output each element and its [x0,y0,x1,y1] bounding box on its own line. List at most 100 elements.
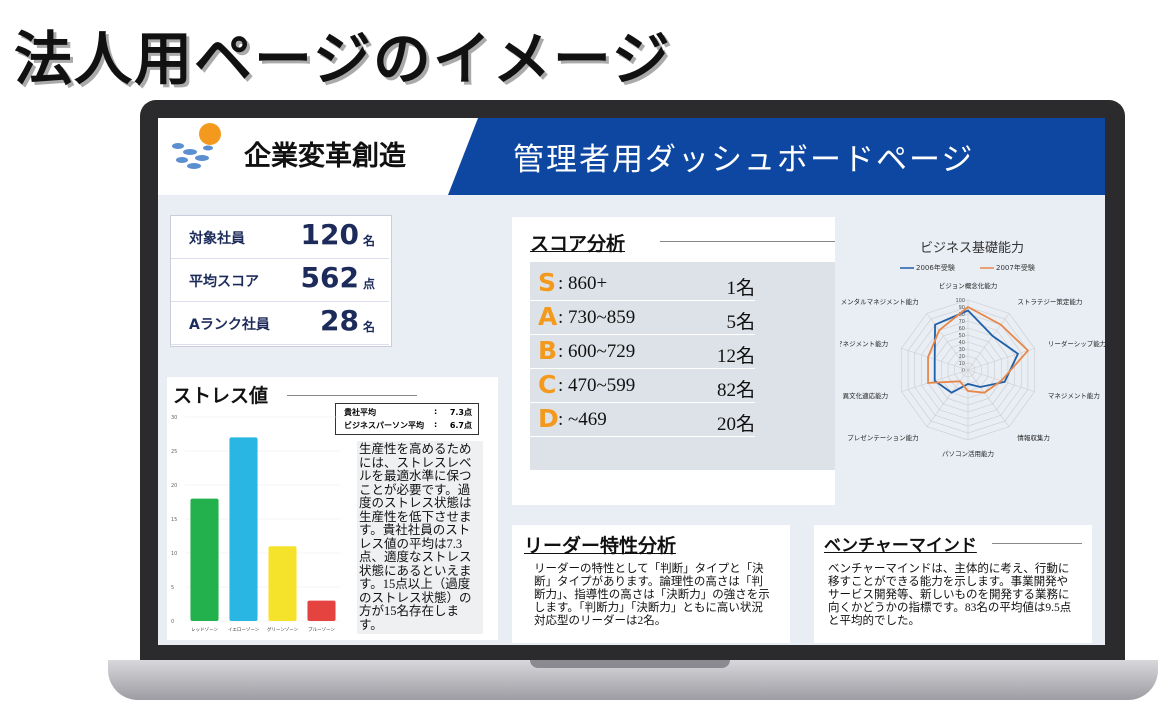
summary-unit: 名 [362,320,375,334]
score-grade: A [538,302,558,331]
summary-value: 120 [300,218,359,251]
axis-label: ビジョン概念化能力 [939,281,998,290]
score-count: 20名 [716,414,755,435]
score-range: : 860+ [558,273,608,294]
axis-label: プレゼンテーション能力 [847,433,918,442]
summary-label: Aランク社員 [189,317,270,333]
summary-label: 平均スコア [189,274,259,290]
score-range: : ~469 [558,409,607,430]
radar-chart: ビジネス基礎能力 2006年受験 2007年受験 010203040506070809… [817,241,1105,458]
score-row: B: 600~729 12名 [530,334,755,369]
stress-legend: 貴社平均: 7.3点ビジネスパーソン平均: 6.7点 [335,403,479,435]
summary-row: Aランク社員 28 名 [171,302,389,345]
bar [229,437,258,621]
r-tick-label: 20 [959,354,965,360]
rule [287,395,417,396]
score-table: S: 860+ 1名 A: 730~859 5名 B: 600~729 12名 C: 470… [530,262,835,470]
score-range: : 470~599 [558,375,636,396]
radar-title: ビジネス基礎能力 [920,241,1024,256]
radar-panel: ビジネス基礎能力 2006年受験 2007年受験 0 10 20 30 40 50 60 70 80 9… [817,230,1105,495]
legend-label: 2006年受験 [916,263,955,272]
y-tick-label: 0 [171,619,174,625]
legend-value: 6.7点 [449,421,472,430]
summary-unit: 名 [362,234,375,248]
axis-label: ストラテジー策定能力 [1017,297,1082,306]
summary-panel: 対象社員 120 名平均スコア 562 点 Aランク社員 28 名 [170,215,392,347]
x-tick-label: ブルーゾーン [308,626,335,633]
summary-row: 平均スコア 562 点 [171,259,389,302]
legend-value: 7.3点 [449,408,472,417]
r-tick-label: 80 [959,312,965,318]
score-grade: D [538,404,559,433]
stress-chart: 0 5 10 15 20 25 30 レッドゾーン イエローゾーン グリーンゾーン ブルーゾーン [171,415,341,633]
y-tick-label: 10 [171,551,177,557]
legend-label: ビジネスパーソン平均 [344,421,424,430]
score-range: : 600~729 [558,341,636,362]
axis-label: リーダーシップ能力 [1048,339,1105,348]
r-tick-label: 70 [959,319,965,325]
section-title: ストレス値 [173,385,269,407]
spoke [967,369,1010,427]
x-tick-label: グリーンゾーン [267,626,299,633]
spoke [967,348,1035,371]
header-left [158,118,478,195]
x-tick-label: イエローゾーン [228,627,260,633]
axis-label: タイムマネジメント能力 [840,339,888,348]
r-tick-label: 0 [962,368,965,374]
bar [307,600,336,621]
score-row: D: ~469 20名 [530,402,755,437]
r-tick-label: 90 [959,305,965,311]
radar-series [933,309,1020,394]
section-title: リーダー特性分析 [524,535,677,557]
legend-label: 2007年受験 [996,263,1035,272]
venture-text: ベンチャーマインドは、主体的に考え、行動に移すことができる能力を示します。事業開… [828,563,1072,627]
stress-panel: ストレス値 貴社平均: 7.3点 ビジネスパーソン平均: 6.7点 0 5 10 15 20 2… [167,377,498,640]
rule [992,543,1082,544]
laptop-notch [530,660,730,668]
logo-text: 企業変革創造 [244,141,406,172]
legend-sep: : [434,407,438,416]
legend-sep: : [434,420,438,429]
venture-panel: ベンチャーマインド ベンチャーマインドは、主体的に考え、行動に移すことができる能… [814,525,1092,643]
dashboard-title: 管理者用ダッシュボードページ [513,142,975,178]
axis-label: メンタルマネジメント能力 [841,297,919,306]
bar [190,498,219,621]
spoke [967,313,1010,371]
stress-text: 生産性を高めるためには、ストレスレベルを最適水準に保つことが必要です。過度のスト… [357,441,483,634]
leader-panel: リーダー特性分析 リーダーの特性として「判断」タイプと「決断」タイプがあります。… [512,525,790,643]
axis-label: 異文化適応能力 [843,391,889,400]
score-row: A: 730~859 5名 [530,300,755,335]
summary-unit: 点 [362,277,375,291]
x-tick-label: レッドゾーン [191,627,218,633]
score-count: 5名 [726,312,755,333]
score-count: 1名 [726,278,755,299]
r-tick-label: 50 [959,333,965,339]
score-count: 12名 [716,346,755,367]
page-title: 法人用ページのイメージ [14,25,672,93]
y-tick-label: 25 [171,449,177,455]
summary-value: 562 [300,261,359,294]
axis-label: 情報収集力 [1017,433,1050,442]
r-tick-label: 30 [959,347,965,353]
section-title: ベンチャーマインド [824,536,977,556]
header-band [448,118,1105,195]
y-tick-label: 20 [171,483,177,489]
spoke [926,369,969,427]
section-title: スコア分析 [530,233,626,255]
legend-label: 貴社平均 [344,408,376,417]
logo-icon [172,123,221,169]
summary-label: 対象社員 [189,231,245,247]
score-row: S: 860+ 1名 [530,266,755,301]
axis-label: マネジメント能力 [1048,391,1100,400]
r-tick-label: 100 [955,298,965,304]
rule [660,241,835,242]
score-count: 82名 [716,380,755,401]
score-grade: C [538,370,557,399]
score-grade: S [538,268,557,297]
axis-label: パソコン活用能力 [942,449,994,458]
score-grade: B [538,336,558,365]
score-range: : 730~859 [558,307,636,328]
r-tick-label: 60 [959,326,965,332]
leader-text: リーダーの特性として「判断」タイプと「決断」タイプがあります。論理性の高さは「判… [534,563,770,627]
